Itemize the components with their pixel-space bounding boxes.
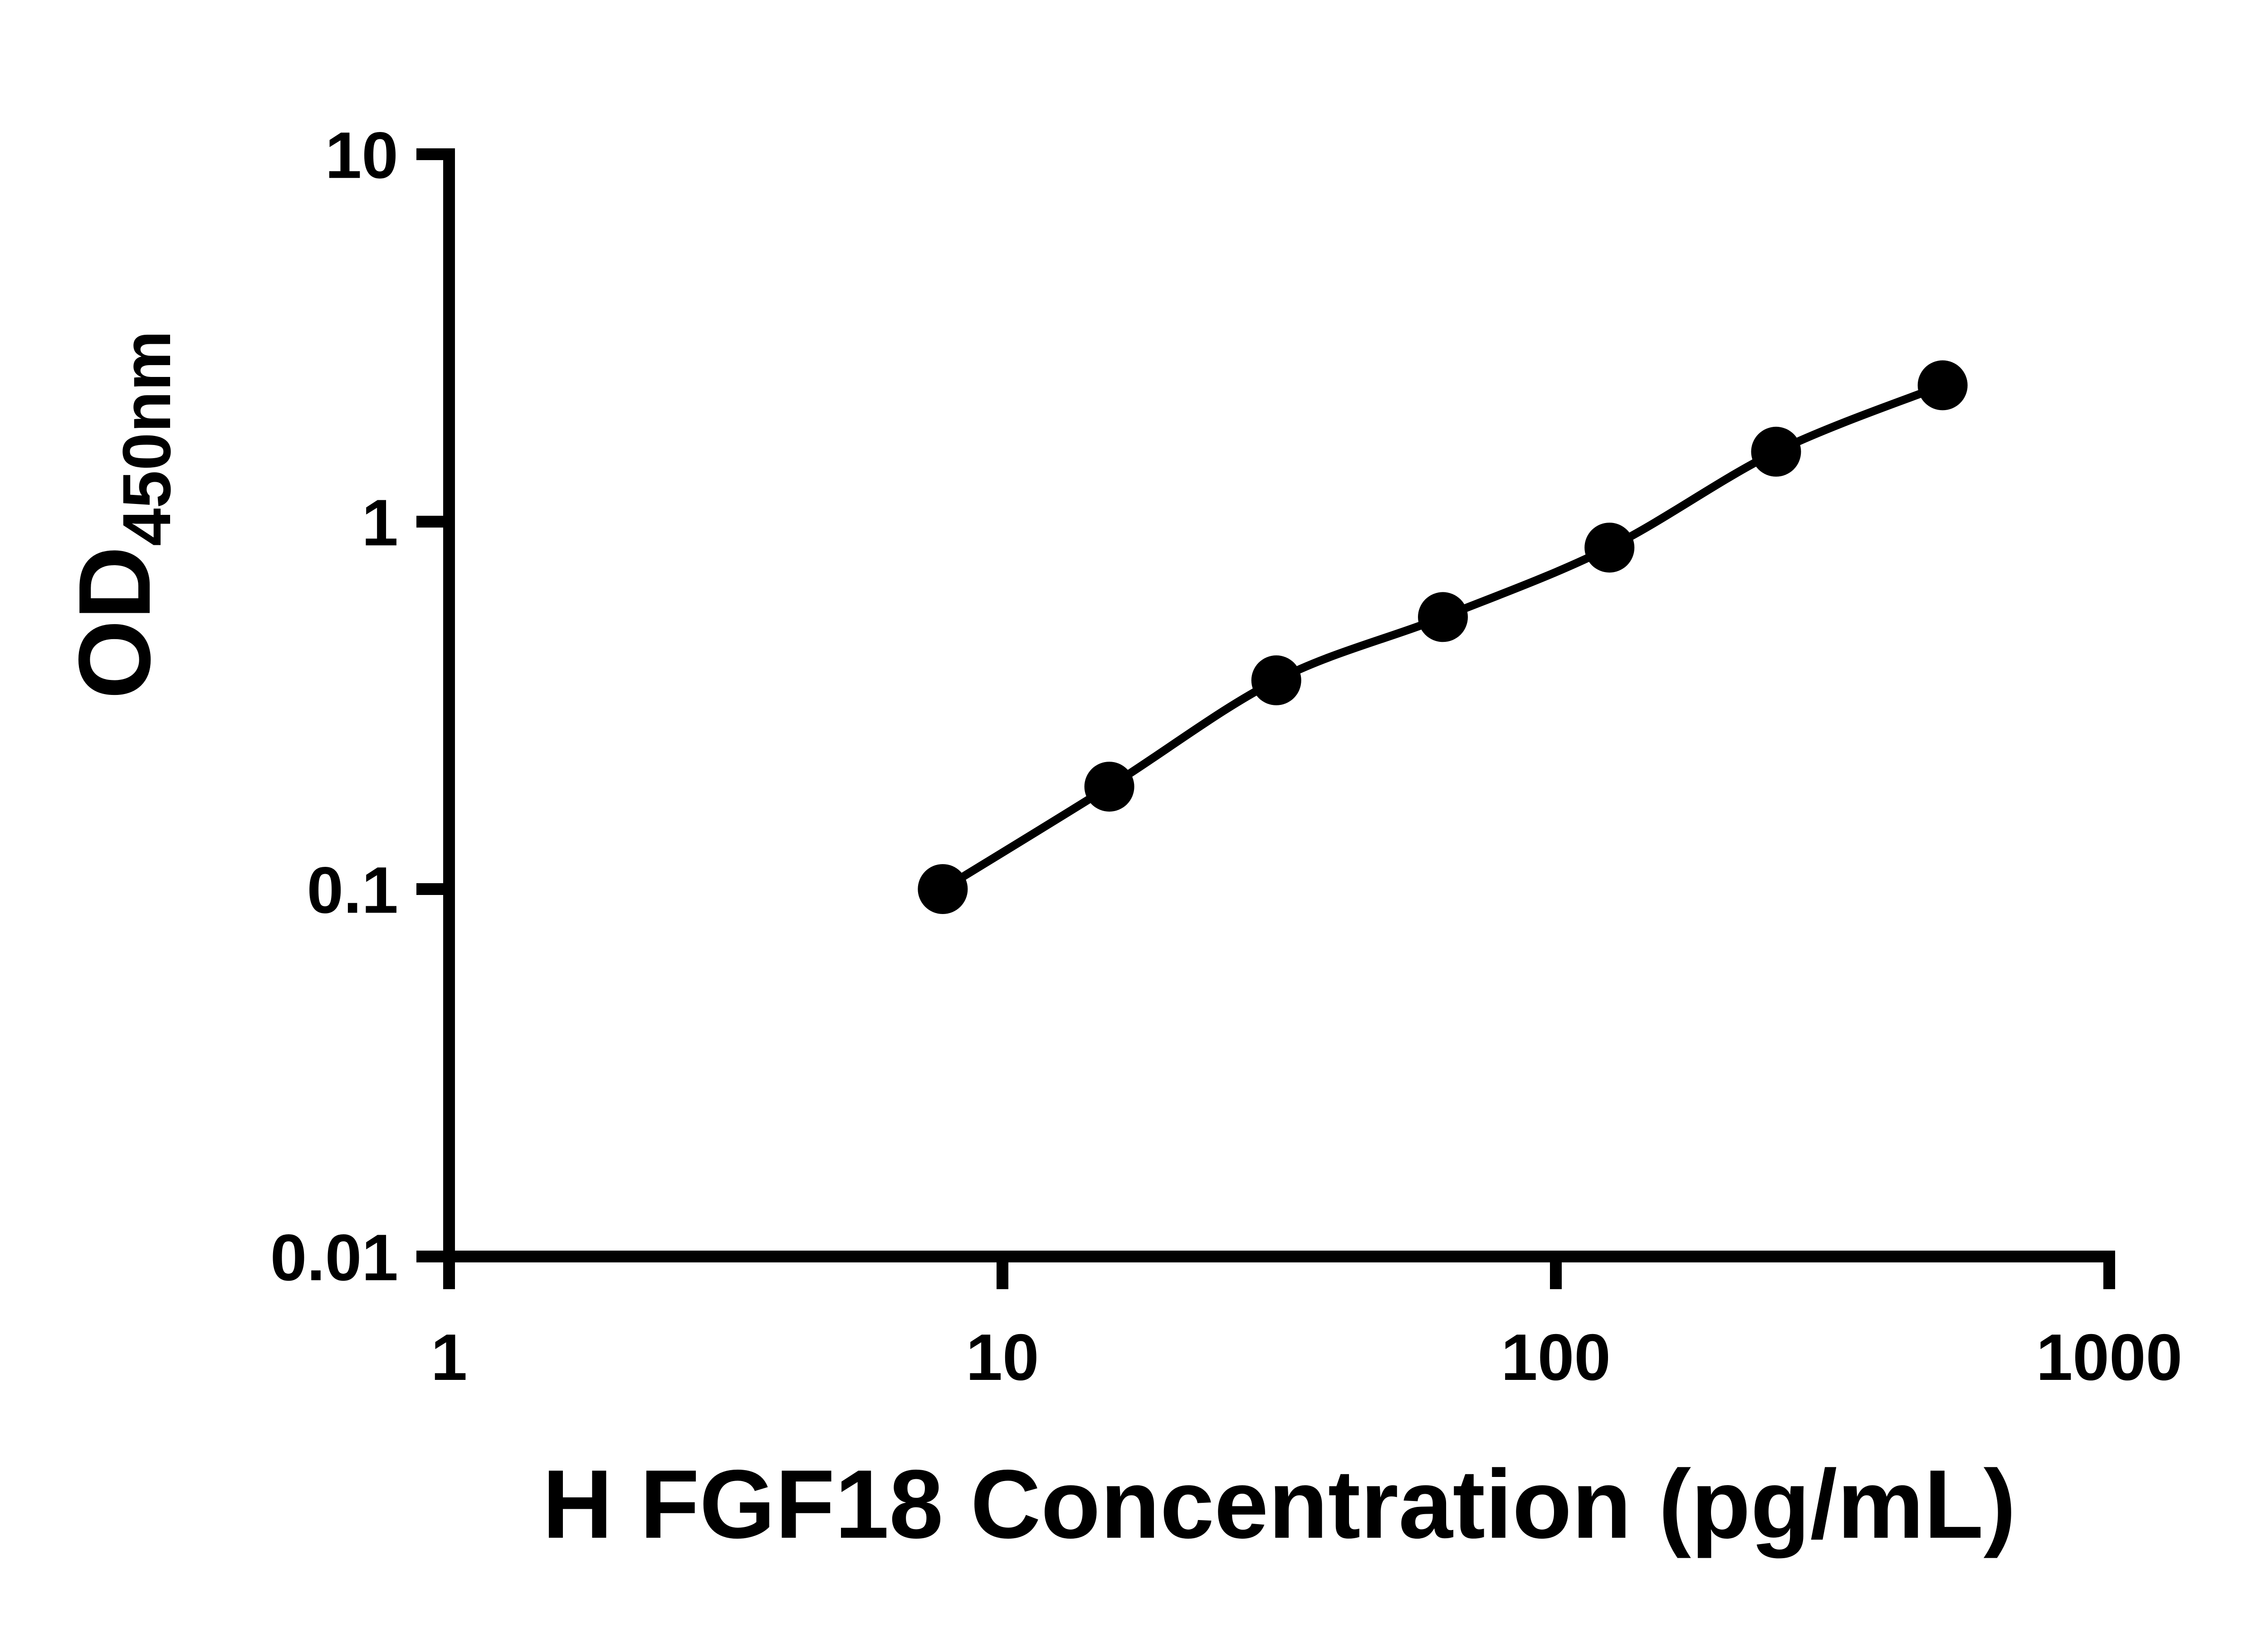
data-point xyxy=(1751,426,1801,477)
y-axis-title: OD450nm xyxy=(57,331,185,699)
x-tick-label: 1000 xyxy=(2036,1320,2183,1394)
data-point xyxy=(1584,523,1635,573)
y-axis-title-base: OD xyxy=(57,546,171,699)
x-tick-label: 100 xyxy=(1501,1320,1611,1394)
data-point xyxy=(918,864,968,914)
y-axis-title-subscript: 450nm xyxy=(108,331,185,546)
x-axis-title: H FGF18 Concentration (pg/mL) xyxy=(543,1449,2016,1559)
y-tick-label: 10 xyxy=(325,118,398,192)
y-tick-label: 0.01 xyxy=(270,1221,398,1294)
data-point xyxy=(1418,592,1468,642)
data-point xyxy=(1084,762,1134,812)
x-tick-label: 10 xyxy=(966,1320,1039,1394)
y-tick-label: 1 xyxy=(362,486,398,559)
x-tick-label: 1 xyxy=(431,1320,468,1394)
y-tick-label: 0.1 xyxy=(307,853,398,927)
data-point xyxy=(1251,655,1301,705)
data-point xyxy=(1917,360,1968,411)
